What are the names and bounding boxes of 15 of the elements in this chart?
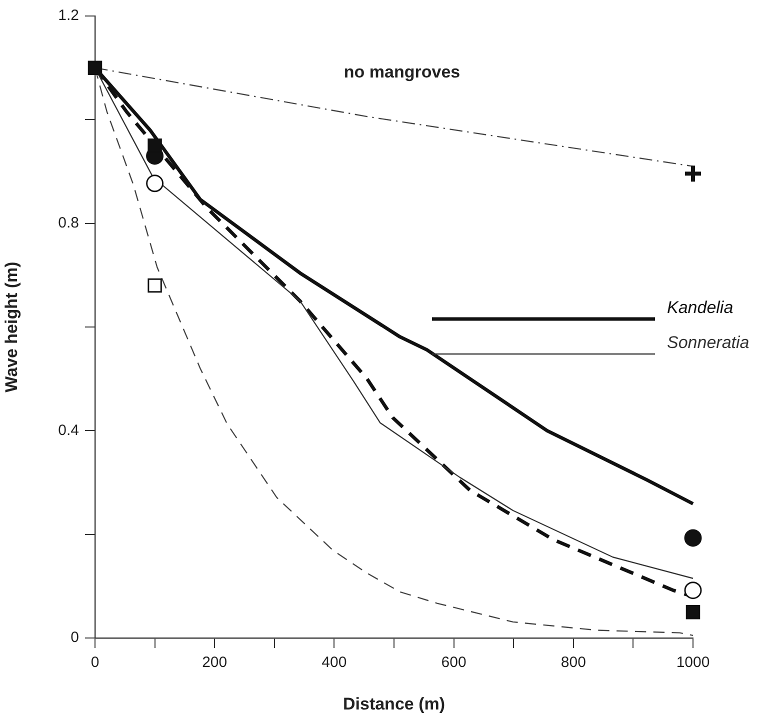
y-axis-title: Wave height (m) (2, 262, 21, 392)
y-tick-label: 0.8 (58, 214, 79, 232)
text: Kandelia (667, 298, 734, 318)
y-tick-label: 0.4 (58, 422, 79, 439)
x-tick-label: 400 (322, 654, 347, 672)
y-tick-label: 1.2 (58, 7, 79, 24)
x-axis-title: Distance (m) (342, 694, 446, 714)
text: Sonneratia (667, 333, 750, 352)
x-tick-label: 200 (202, 654, 228, 672)
x-tick-label: 600 (441, 654, 466, 672)
y-tick-label: 0 (70, 629, 79, 646)
x-tick-label: 0 (90, 654, 100, 672)
annotation: no mangroves (344, 62, 460, 82)
x-tick-label: 800 (560, 654, 586, 672)
x-tick-label: 1000 (676, 654, 710, 672)
